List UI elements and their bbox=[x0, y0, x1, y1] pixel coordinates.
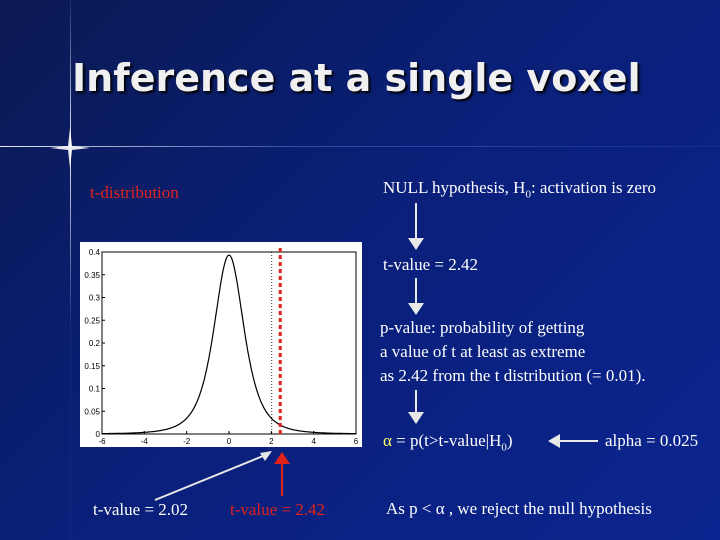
y-tick-label: 0.05 bbox=[84, 407, 100, 416]
conclusion-text: As p < α , we reject the null hypothesis bbox=[386, 499, 652, 518]
y-tick-label: 0.3 bbox=[89, 294, 101, 303]
density-curve bbox=[102, 254, 356, 435]
alpha-eq-subscript: 0 bbox=[501, 441, 507, 454]
x-tick-label: 6 bbox=[354, 437, 359, 446]
null-hypothesis-text: NULL hypothesis, H0: activation is zero bbox=[383, 178, 656, 200]
null-hypothesis-subscript: 0 bbox=[525, 188, 531, 201]
null-hypothesis-suffix: : activation is zero bbox=[530, 178, 657, 197]
alpha-eq-prefix: = p(t>t-value|H bbox=[391, 431, 502, 450]
arrow-head-icon bbox=[408, 238, 424, 250]
x-tick-label: 2 bbox=[269, 437, 274, 446]
p-value-explanation: p-value: probability of getting a value … bbox=[380, 316, 646, 388]
x-tick-label: 0 bbox=[227, 437, 232, 446]
arrow-p-to-alpha bbox=[415, 390, 417, 416]
alpha-value: alpha = 0.025 bbox=[605, 431, 699, 450]
t-value-text: t-value = 2.42 bbox=[383, 255, 479, 274]
t-distribution-curve: 0 0.05 0.1 0.15 0.2 0.25 0.3 0.35 0.4 -6 -4 -2 0 2 4 6 bbox=[84, 248, 359, 446]
t-distribution-plot: 0 0.05 0.1 0.15 0.2 0.25 0.3 0.35 0.4 -6 -4 -2 0 2 4 6 bbox=[80, 242, 362, 447]
arrow-head-icon bbox=[408, 303, 424, 315]
alpha-symbol: α bbox=[383, 431, 392, 450]
arrow-left-icon bbox=[548, 434, 560, 448]
vertical-accent-line bbox=[70, 0, 71, 540]
alpha-eq-suffix: ) bbox=[506, 431, 513, 450]
p-value-line-1: p-value: probability of getting bbox=[380, 318, 585, 337]
y-tick-label: 0.2 bbox=[89, 339, 101, 348]
y-tick-label: 0.15 bbox=[84, 362, 100, 371]
arrow-alpha-line bbox=[558, 440, 598, 442]
arrow-null-to-t bbox=[415, 203, 417, 243]
bottom-mid-t-value: t-value = 2.42 bbox=[230, 500, 326, 519]
slide-title: Inference at a single voxel bbox=[72, 56, 641, 100]
title-underline bbox=[0, 146, 720, 147]
x-tick-label: 4 bbox=[311, 437, 316, 446]
y-tick-label: 0 bbox=[96, 430, 101, 439]
x-tick-label: -2 bbox=[183, 437, 191, 446]
arrow-t-to-p bbox=[415, 278, 417, 308]
t-distribution-label: t-distribution bbox=[90, 183, 179, 202]
plot-frame bbox=[101, 251, 357, 435]
x-tick-label: -4 bbox=[141, 437, 149, 446]
sparkle-icon bbox=[50, 128, 90, 168]
y-tick-label: 0.1 bbox=[89, 385, 101, 394]
p-value-line-3: as 2.42 from the t distribution (= 0.01)… bbox=[380, 366, 646, 385]
y-tick-label: 0.25 bbox=[84, 316, 100, 325]
diagonal-arrow-icon bbox=[154, 451, 272, 501]
up-arrow-icon bbox=[274, 452, 290, 496]
arrow-head-icon bbox=[408, 412, 424, 424]
x-tick-label: -6 bbox=[98, 437, 106, 446]
y-tick-label: 0.35 bbox=[84, 271, 100, 280]
y-tick-label: 0.4 bbox=[89, 248, 101, 257]
bottom-left-t-value: t-value = 2.02 bbox=[93, 500, 189, 519]
null-hypothesis-prefix: NULL hypothesis, H bbox=[383, 178, 526, 197]
p-value-line-2: a value of t at least as extreme bbox=[380, 342, 586, 361]
alpha-equation: α = p(t>t-value|H0) bbox=[383, 431, 513, 453]
